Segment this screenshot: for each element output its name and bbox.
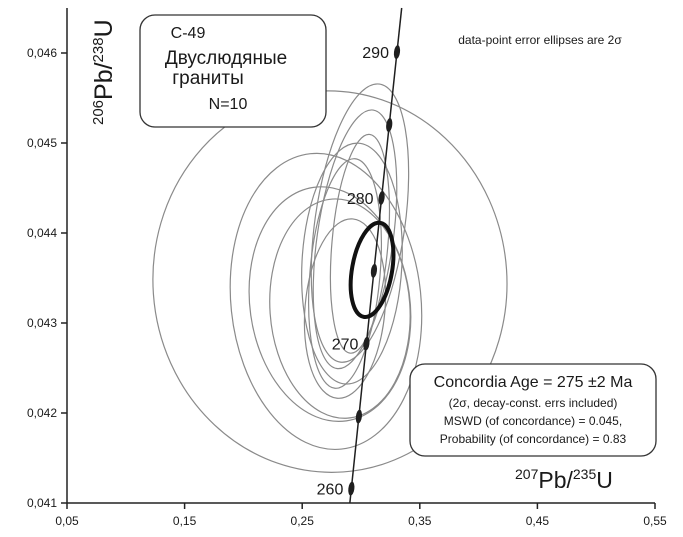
error-ellipse <box>269 198 411 419</box>
y-label-sup: 206 <box>90 100 107 125</box>
sample-label: N=10 <box>209 96 248 113</box>
error-ellipse <box>303 218 387 399</box>
sample-label: граниты <box>172 68 244 89</box>
age-marker <box>363 336 370 351</box>
x-tick-label: 0,45 <box>526 514 550 528</box>
result-box <box>409 363 657 457</box>
age-label: 280 <box>347 191 374 208</box>
concordia-age-ellipse <box>348 220 396 320</box>
age-label: 260 <box>317 482 344 499</box>
y-tick-label: 0,042 <box>27 406 57 420</box>
y-tick-label: 0,041 <box>27 496 57 510</box>
age-label: 270 <box>332 337 359 354</box>
ellipse-layer <box>152 83 508 473</box>
overlay-layer: Concordia Age = 275 ±2 Ma (2σ, decay-con… <box>317 7 657 504</box>
x-tick-label: 0,05 <box>55 514 79 528</box>
y-tick-label: 0,043 <box>27 316 57 330</box>
x-tick-label: 0,25 <box>291 514 315 528</box>
sample-box <box>139 14 327 128</box>
y-label-part: U <box>90 19 118 37</box>
y-tick-label: 0,044 <box>27 226 57 240</box>
x-tick-label: 0,35 <box>408 514 432 528</box>
sample-label: Двуслюдяные <box>165 48 287 69</box>
concordia-extension <box>396 7 403 53</box>
y-tick-label: 0,046 <box>27 46 57 60</box>
error-ellipse <box>301 142 403 385</box>
error-ellipse <box>312 109 398 370</box>
sample-label: C-49 <box>171 25 206 42</box>
result-line: (2σ, decay-const. errs included) <box>449 396 618 410</box>
x-tick-label: 0,55 <box>643 514 667 528</box>
result-line: Concordia Age = 275 ±2 Ma <box>434 374 633 391</box>
age-marker <box>348 481 355 496</box>
y-axis-label: 206Pb/238U <box>90 19 118 125</box>
error-ellipse <box>308 158 382 389</box>
error-ellipse <box>229 152 423 451</box>
x-label-sup: 207 <box>515 466 539 482</box>
age-label: 290 <box>362 45 389 62</box>
age-marker <box>355 409 362 424</box>
result-line: MSWD (of concordance) = 0.045, <box>444 414 622 428</box>
y-tick-label: 0,045 <box>27 136 57 150</box>
x-label-sup: 235 <box>573 466 597 482</box>
error-ellipse <box>329 133 391 354</box>
x-label-part: U <box>596 467 613 493</box>
error-ellipse <box>310 83 410 363</box>
age-marker <box>378 190 385 205</box>
result-line: Probability (of concordance) = 0.83 <box>440 432 627 446</box>
x-tick-label: 0,15 <box>173 514 197 528</box>
age-marker <box>370 263 378 278</box>
y-label-sup: 238 <box>90 37 107 62</box>
x-label-part: Pb/ <box>538 467 573 493</box>
note: data-point error ellipses are 2σ <box>458 33 622 47</box>
y-label-part: Pb/ <box>90 62 118 100</box>
x-axis-label: 207Pb/235U <box>515 466 613 493</box>
age-marker <box>393 45 401 60</box>
age-marker <box>386 118 393 132</box>
